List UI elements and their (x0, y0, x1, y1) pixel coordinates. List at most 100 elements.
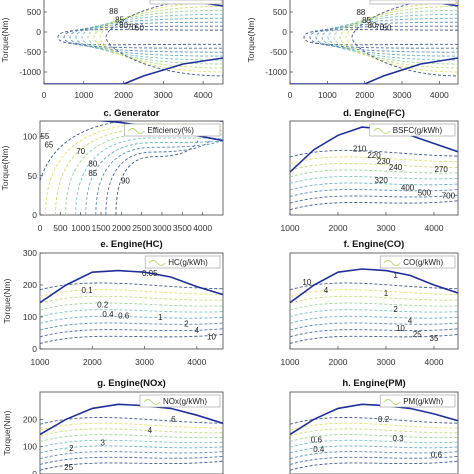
legend-box (379, 394, 456, 408)
contour-line (290, 334, 458, 344)
contour-label: 25 (413, 330, 422, 339)
contour-label: 80 (368, 21, 377, 30)
y-tick-label: -1000 (265, 67, 287, 77)
legend-swatch (148, 260, 166, 266)
contour-label: 700 (442, 192, 456, 201)
contour-line (290, 149, 458, 158)
contour-label: 210 (353, 145, 367, 154)
contour-line (40, 439, 223, 448)
y-tick-label: -500 (270, 47, 287, 57)
max-torque-curve (290, 268, 458, 304)
contour-line (40, 434, 223, 442)
contour-label: 0.05 (142, 269, 158, 278)
contour-line (290, 302, 458, 311)
contour-label: 2 (69, 444, 74, 453)
legend-label: CO(g/kWh) (403, 258, 443, 267)
legend-swatch (383, 399, 401, 405)
x-tick-label: 2000 (114, 90, 133, 100)
contour-line (290, 417, 458, 425)
panel-title: e. Engine(HC) (100, 239, 162, 250)
contour-label: 320 (375, 176, 389, 185)
y-tick-label: 50 (28, 171, 38, 181)
legend-swatch (128, 128, 145, 134)
contour-line (290, 169, 458, 178)
axes-frame (289, 120, 459, 216)
contour-line (290, 434, 458, 442)
contour-line (290, 322, 458, 331)
axes-frame (39, 252, 224, 350)
contour-label: 3 (101, 438, 106, 447)
contour-line (81, 13, 223, 61)
contour-lines (290, 282, 458, 344)
contour-label: 88 (356, 8, 365, 17)
contour-line (99, 2, 223, 73)
contour-line (63, 25, 223, 49)
x-tick-label: 1500 (92, 223, 111, 233)
y-axis-label: Torque(Nm) (0, 17, 10, 62)
x-tick-label: 1000 (74, 90, 93, 100)
panel-g: 6 4 3 2 25 0 100 200 Torque(Nm) g. Engine(NOx) NOx… (2, 378, 224, 474)
contour-line (290, 200, 458, 211)
x-tick-label: 3000 (377, 223, 396, 233)
y-tick-label: 0 (32, 469, 37, 474)
contour-label: 230 (377, 157, 391, 166)
x-tick-label: 3000 (393, 90, 412, 100)
panel-title: c. Generator (104, 108, 160, 119)
contour-line (290, 460, 458, 471)
x-tick-label: 1000 (318, 90, 337, 100)
axes-frame (39, 120, 224, 216)
contour-line (290, 156, 458, 165)
legend-label: HC(g/kWh) (168, 258, 208, 267)
contour-label: 270 (435, 165, 449, 174)
contour-label: 0.6 (118, 312, 130, 321)
contour-label: 4 (408, 316, 413, 325)
x-tick-label: 4000 (194, 90, 213, 100)
contour-line (105, 139, 211, 215)
contour-label: 88 (109, 7, 118, 16)
contour-label: 10 (207, 332, 216, 341)
contour-label: 1 (158, 313, 163, 322)
contour-line (321, 17, 458, 57)
x-tick-label: 3000 (135, 357, 154, 367)
y-axis-label: Torque(Nm) (2, 278, 12, 323)
contour-label: 70 (127, 23, 136, 32)
contour-line (303, 29, 458, 46)
x-tick-label: 1000 (71, 223, 90, 233)
x-tick-label: 1000 (281, 357, 300, 367)
contour-line (40, 282, 223, 291)
x-tick-label: 2000 (83, 357, 102, 367)
contour-label: 70 (375, 23, 384, 32)
x-tick-label: 0 (38, 223, 43, 233)
contour-line (87, 9, 223, 65)
axes-frame (289, 0, 459, 85)
contour-label: 4 (195, 326, 200, 335)
y-tick-label: 500 (27, 7, 41, 17)
contour-line (333, 9, 458, 65)
y-tick-label: 100 (23, 312, 37, 322)
y-tick-label: 500 (273, 7, 287, 17)
contour-label: 0.4 (102, 310, 114, 319)
contour-line (290, 194, 458, 204)
x-tick-label: 1000 (281, 223, 300, 233)
contour-line (290, 309, 458, 318)
y-tick-label: 200 (23, 414, 37, 424)
contour-label: 0.2 (97, 300, 109, 309)
x-tick-label: 3000 (153, 223, 172, 233)
panel-title: g. Engine(NOx) (97, 378, 166, 389)
y-tick-label: 0 (36, 27, 41, 37)
x-tick-label: 2000 (329, 357, 348, 367)
contour-label: 4 (324, 286, 329, 295)
contour-line (290, 295, 458, 304)
contour-label: 500 (418, 188, 432, 197)
contour-line (290, 439, 458, 448)
contour-lines (57, 0, 223, 77)
max-torque-curve (40, 403, 223, 436)
panel-title: d. Engine(FC) (343, 108, 405, 119)
contour-line (40, 451, 223, 460)
contour-line (40, 445, 223, 454)
contour-line (290, 315, 458, 324)
legend-label: PM(g/kWh) (403, 397, 443, 406)
contour-label: 0.2 (378, 415, 390, 424)
